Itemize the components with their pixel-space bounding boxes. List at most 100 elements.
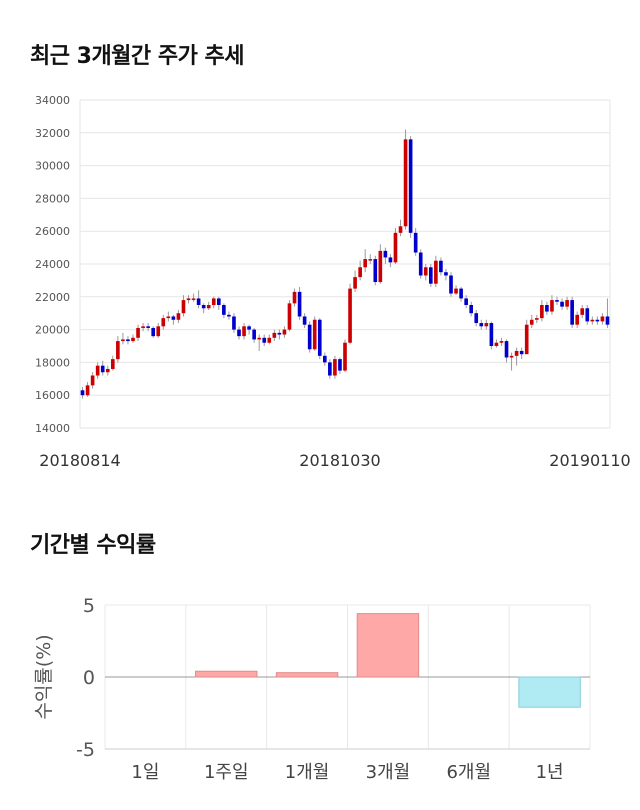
- return-bar: [195, 670, 258, 678]
- candle-body: [499, 341, 504, 343]
- candle-body: [479, 323, 484, 327]
- candle-body: [408, 139, 413, 233]
- candle-body: [156, 326, 161, 337]
- candle-body: [181, 300, 186, 314]
- candle-body: [358, 267, 362, 278]
- return-bar: [275, 672, 339, 678]
- candle-body: [393, 232, 398, 263]
- candle-body: [136, 327, 140, 338]
- candle-body: [464, 298, 468, 305]
- x-category-label: 1주일: [204, 762, 249, 783]
- candle-body: [322, 355, 327, 363]
- candle-body: [484, 323, 489, 327]
- candle-body: [423, 267, 428, 276]
- candle-body: [514, 350, 519, 356]
- candle-body: [449, 275, 453, 294]
- candle-body: [277, 332, 282, 335]
- candle-body: [348, 288, 352, 343]
- candle-body: [459, 288, 463, 299]
- candlestick-chart: 34000 32000 30000 28000 26000 24000 22000 20000…: [35, 94, 631, 470]
- candle-body: [575, 314, 580, 325]
- candle-body: [262, 337, 267, 343]
- candle-body: [328, 362, 332, 376]
- x-category-label: 6개월: [446, 762, 491, 783]
- candle-body: [373, 259, 378, 283]
- candle-body: [247, 326, 251, 330]
- candle-body: [565, 300, 569, 307]
- candle-body: [378, 250, 383, 283]
- candle-body: [519, 350, 524, 355]
- candle-body: [413, 232, 418, 253]
- candle-body: [398, 226, 403, 233]
- y-tick-label: 32000: [35, 127, 70, 140]
- candle-body: [131, 337, 135, 342]
- candle-body: [580, 308, 585, 315]
- returns-chart-title: 기간별 수익률: [30, 533, 156, 558]
- candle-body: [105, 368, 110, 373]
- candle-body: [80, 390, 85, 396]
- candle-body: [368, 259, 373, 261]
- y-tick-label: 20000: [35, 324, 70, 337]
- candle-body: [595, 319, 600, 322]
- candle-body: [191, 298, 196, 300]
- candle-body: [196, 298, 201, 305]
- candle-body: [297, 291, 302, 317]
- candle-body: [570, 300, 574, 325]
- y-tick-label: 24000: [35, 258, 70, 271]
- candle-body: [454, 288, 458, 294]
- candle-body: [428, 267, 433, 284]
- candle-body: [206, 305, 211, 309]
- y-tick-label: 5: [83, 595, 95, 617]
- y-tick-label: 34000: [35, 94, 70, 107]
- candle-body: [534, 318, 539, 320]
- price-chart-title: 최근 3개월간 주가 추세: [30, 44, 244, 69]
- candle-body: [282, 329, 287, 335]
- candle-body: [110, 359, 115, 369]
- candle-body: [232, 316, 236, 330]
- y-axis-title: 수익률(%): [33, 634, 55, 719]
- candle-body: [605, 316, 610, 325]
- candle-body: [141, 326, 145, 328]
- candle-body: [590, 319, 595, 322]
- candle-body: [388, 257, 393, 263]
- candle-body: [211, 298, 216, 305]
- candle-body: [418, 252, 423, 276]
- candle-body: [353, 277, 357, 289]
- candle-body: [90, 375, 95, 386]
- x-category-label: 1일: [131, 762, 159, 783]
- candle-body: [222, 305, 226, 315]
- candle-body: [126, 339, 130, 342]
- y-tick-label: -5: [76, 739, 95, 761]
- candle-body: [287, 303, 292, 330]
- candle-body: [307, 324, 312, 350]
- candle-body: [338, 359, 342, 371]
- y-tick-label: 14000: [35, 422, 70, 435]
- y-tick-label: 18000: [35, 356, 70, 369]
- y-tick-label: 0: [83, 667, 95, 689]
- candle-body: [151, 327, 156, 337]
- candle-body: [444, 272, 448, 276]
- candle-body: [146, 326, 150, 328]
- candle-body: [545, 305, 549, 312]
- candle-body: [242, 326, 246, 337]
- candle-body: [439, 260, 443, 273]
- candle-body: [166, 316, 171, 319]
- candle-body: [509, 355, 514, 358]
- candle-body: [555, 300, 559, 302]
- return-bar: [518, 676, 581, 708]
- candle-body: [312, 319, 317, 350]
- candle-body: [540, 305, 544, 319]
- x-category-label: 3개월: [366, 762, 411, 783]
- y-tick-label: 26000: [35, 225, 70, 238]
- x-tick-label: 20190110: [549, 451, 630, 470]
- candle-body: [257, 337, 262, 340]
- y-tick-label: 30000: [35, 160, 70, 173]
- candle-body: [434, 260, 438, 284]
- y-tick-label: 28000: [35, 192, 70, 205]
- x-category-label: 1년: [536, 762, 564, 783]
- x-category-label: 1개월: [285, 762, 330, 783]
- candle-body: [550, 300, 554, 312]
- candle-body: [529, 319, 534, 325]
- candle-body: [161, 318, 166, 327]
- candle-body: [121, 339, 125, 342]
